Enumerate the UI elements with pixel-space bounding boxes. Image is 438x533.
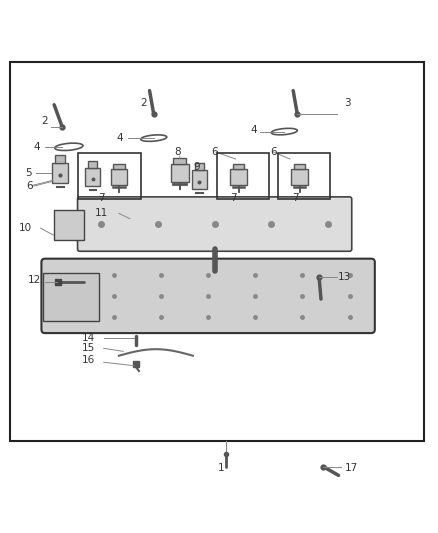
Text: 9: 9 bbox=[193, 162, 200, 172]
Bar bbox=[55, 155, 65, 163]
Text: 4: 4 bbox=[117, 133, 124, 143]
Bar bbox=[195, 163, 204, 170]
Text: 13: 13 bbox=[338, 271, 351, 281]
Text: 6: 6 bbox=[212, 147, 218, 157]
Bar bbox=[293, 164, 305, 169]
Text: 2: 2 bbox=[141, 98, 147, 108]
Text: 17: 17 bbox=[345, 463, 358, 473]
Text: 10: 10 bbox=[19, 223, 32, 233]
Text: 5: 5 bbox=[25, 168, 32, 178]
Bar bbox=[291, 169, 308, 185]
Text: 8: 8 bbox=[174, 147, 181, 157]
Bar bbox=[10, 62, 424, 441]
Bar bbox=[111, 169, 127, 185]
FancyBboxPatch shape bbox=[42, 259, 375, 333]
Bar bbox=[173, 158, 186, 164]
Bar bbox=[191, 170, 207, 189]
Bar bbox=[78, 154, 141, 199]
Bar bbox=[113, 164, 125, 169]
Bar bbox=[88, 161, 97, 168]
Text: 15: 15 bbox=[82, 343, 95, 353]
Text: 2: 2 bbox=[42, 116, 48, 126]
Bar bbox=[85, 168, 100, 186]
Text: 4: 4 bbox=[34, 142, 40, 152]
Bar bbox=[233, 164, 244, 169]
Text: 11: 11 bbox=[95, 208, 108, 219]
Bar bbox=[230, 169, 247, 185]
Bar bbox=[53, 210, 84, 240]
Text: 7: 7 bbox=[230, 193, 237, 203]
Text: 4: 4 bbox=[251, 125, 257, 135]
Text: 16: 16 bbox=[82, 355, 95, 365]
Text: 6: 6 bbox=[26, 181, 33, 191]
Bar bbox=[43, 273, 99, 321]
Text: 7: 7 bbox=[98, 193, 105, 203]
Bar bbox=[278, 154, 330, 199]
Bar bbox=[52, 163, 68, 183]
Text: 3: 3 bbox=[344, 98, 351, 108]
Text: 7: 7 bbox=[292, 193, 298, 203]
Bar bbox=[171, 164, 189, 182]
Text: 1: 1 bbox=[218, 463, 225, 473]
Text: 12: 12 bbox=[28, 276, 41, 286]
Text: 6: 6 bbox=[270, 147, 277, 157]
Text: 14: 14 bbox=[82, 333, 95, 343]
Bar bbox=[217, 154, 269, 199]
FancyBboxPatch shape bbox=[78, 197, 352, 251]
